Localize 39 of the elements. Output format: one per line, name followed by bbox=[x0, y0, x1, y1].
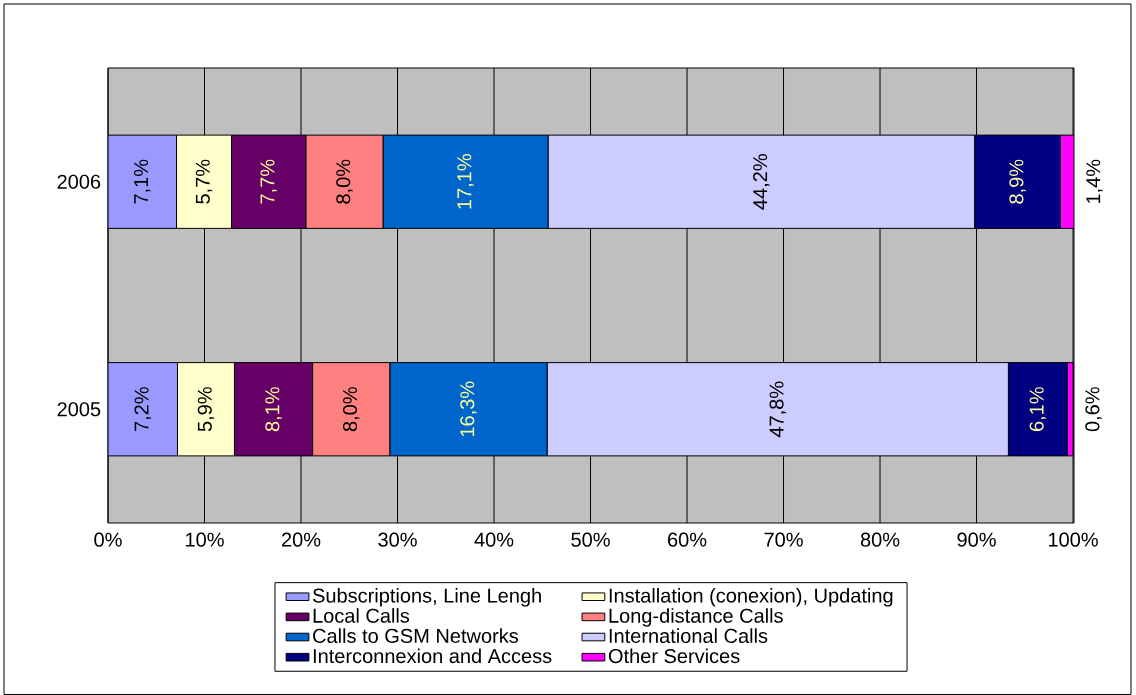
x-tick-label: 20% bbox=[282, 532, 321, 547]
data-label: 17,1% bbox=[457, 154, 474, 209]
data-label: 7,7% bbox=[260, 159, 277, 204]
bar bbox=[108, 134, 178, 229]
legend-label: Interconnexion and Access bbox=[313, 648, 552, 664]
data-label: 7,2% bbox=[134, 387, 151, 431]
legend-label: Calls to GSM Networks bbox=[313, 628, 519, 643]
legend-label: Local Calls bbox=[313, 608, 410, 623]
x-tick-label: 0% bbox=[94, 532, 122, 547]
y-tick-label: 2005 bbox=[57, 402, 101, 417]
legend-label: Subscriptions, Line Lengh bbox=[312, 587, 541, 607]
data-label: 44,2% bbox=[753, 154, 770, 210]
x-tick-label: 80% bbox=[860, 532, 900, 547]
data-label: 8,0% bbox=[336, 159, 353, 204]
legend-label: Installation (conexion), Updating bbox=[609, 587, 893, 607]
legend-label: Long-distance Calls bbox=[609, 608, 783, 627]
data-label: 0,6% bbox=[1085, 387, 1102, 432]
data-label: 7,1% bbox=[134, 159, 151, 204]
data-label: 8,9% bbox=[1009, 159, 1026, 204]
data-label: 16,3% bbox=[460, 381, 477, 437]
legend-label: Other Services bbox=[608, 648, 740, 664]
data-label: 8,1% bbox=[265, 387, 282, 432]
x-tick-label: 90% bbox=[957, 532, 996, 547]
x-tick-label: 10% bbox=[186, 532, 224, 547]
x-tick-label: 40% bbox=[474, 532, 514, 547]
x-tick-label: 60% bbox=[668, 532, 707, 547]
x-tick-label: 70% bbox=[764, 532, 803, 547]
data-label: 5,9% bbox=[197, 387, 215, 432]
x-tick-label: 50% bbox=[571, 532, 610, 547]
data-label: 8,0% bbox=[342, 387, 360, 432]
data-label: 6,1% bbox=[1029, 387, 1047, 431]
data-label: 5,7% bbox=[195, 159, 213, 204]
x-tick-label: 30% bbox=[378, 532, 417, 547]
data-label: 47,8% bbox=[769, 381, 786, 438]
x-tick-label: 100% bbox=[1048, 532, 1098, 547]
data-label: 1,4% bbox=[1086, 159, 1103, 203]
legend-label: International Calls bbox=[609, 628, 768, 643]
y-tick-label: 2006 bbox=[57, 174, 101, 189]
bar bbox=[108, 362, 178, 457]
